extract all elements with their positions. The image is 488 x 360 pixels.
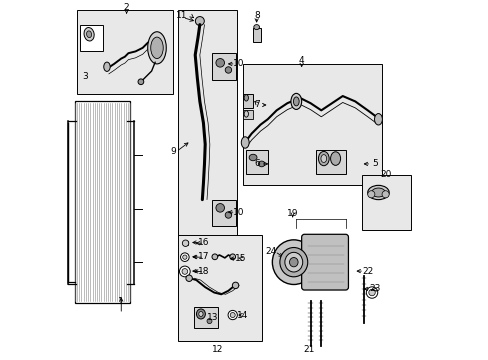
Text: 21: 21 xyxy=(303,345,314,354)
Ellipse shape xyxy=(258,161,264,167)
Bar xyxy=(212,53,235,80)
Text: 8: 8 xyxy=(254,11,259,20)
Text: 22: 22 xyxy=(362,267,373,276)
Ellipse shape xyxy=(241,137,248,148)
Text: 13: 13 xyxy=(206,313,218,322)
Circle shape xyxy=(183,255,186,259)
Ellipse shape xyxy=(232,282,238,289)
Bar xyxy=(178,10,237,237)
Text: 5: 5 xyxy=(371,159,377,168)
Bar xyxy=(212,200,235,226)
Ellipse shape xyxy=(147,32,166,64)
Ellipse shape xyxy=(285,252,302,272)
FancyBboxPatch shape xyxy=(301,234,348,290)
Ellipse shape xyxy=(289,257,298,267)
Text: 17: 17 xyxy=(197,252,209,261)
Text: 23: 23 xyxy=(368,284,380,293)
Text: 10: 10 xyxy=(233,59,244,68)
Text: 18: 18 xyxy=(197,267,209,276)
Circle shape xyxy=(182,269,187,274)
Ellipse shape xyxy=(84,27,94,41)
Bar xyxy=(77,10,173,94)
Bar xyxy=(246,150,267,174)
Text: 6: 6 xyxy=(254,159,259,168)
Text: 15: 15 xyxy=(235,254,246,263)
Text: 16: 16 xyxy=(197,238,209,247)
Ellipse shape xyxy=(374,113,382,125)
Bar xyxy=(75,102,130,303)
Ellipse shape xyxy=(367,185,388,200)
Text: 19: 19 xyxy=(286,210,298,219)
Ellipse shape xyxy=(318,152,328,166)
Ellipse shape xyxy=(212,254,217,260)
Text: 4: 4 xyxy=(298,56,304,65)
Bar xyxy=(80,24,103,51)
Circle shape xyxy=(367,191,374,198)
Text: 1: 1 xyxy=(118,297,124,306)
Ellipse shape xyxy=(206,319,212,324)
Circle shape xyxy=(179,266,190,277)
Ellipse shape xyxy=(253,24,259,30)
Circle shape xyxy=(366,287,377,298)
Ellipse shape xyxy=(195,17,204,26)
Ellipse shape xyxy=(371,188,385,197)
Ellipse shape xyxy=(244,111,248,117)
Bar xyxy=(183,242,188,245)
Text: 24: 24 xyxy=(265,247,276,256)
Ellipse shape xyxy=(225,212,231,218)
Circle shape xyxy=(180,253,189,261)
Ellipse shape xyxy=(182,240,188,247)
Bar xyxy=(194,307,217,328)
Ellipse shape xyxy=(150,37,163,59)
Bar xyxy=(362,175,410,230)
Bar xyxy=(242,64,381,185)
Ellipse shape xyxy=(196,309,205,319)
Text: 9: 9 xyxy=(170,147,176,156)
Text: 3: 3 xyxy=(82,72,88,81)
Bar xyxy=(243,111,253,119)
Circle shape xyxy=(368,289,374,296)
Ellipse shape xyxy=(216,203,224,212)
Ellipse shape xyxy=(138,79,143,85)
Ellipse shape xyxy=(185,275,192,282)
Ellipse shape xyxy=(244,95,248,101)
Text: 20: 20 xyxy=(379,170,390,179)
Text: 11: 11 xyxy=(176,11,187,20)
Bar xyxy=(315,150,346,174)
Ellipse shape xyxy=(290,93,301,109)
Ellipse shape xyxy=(279,248,307,277)
Ellipse shape xyxy=(293,97,299,106)
Text: 10: 10 xyxy=(233,208,244,217)
Circle shape xyxy=(230,312,235,318)
Ellipse shape xyxy=(86,31,91,38)
Ellipse shape xyxy=(198,311,203,316)
Ellipse shape xyxy=(248,154,257,161)
Circle shape xyxy=(381,191,388,198)
Ellipse shape xyxy=(320,155,326,162)
Ellipse shape xyxy=(225,67,231,73)
Ellipse shape xyxy=(216,59,224,67)
Bar xyxy=(252,28,260,42)
Ellipse shape xyxy=(103,62,110,71)
Text: 7: 7 xyxy=(254,100,259,109)
Bar xyxy=(243,94,253,108)
Text: 2: 2 xyxy=(123,3,129,12)
Bar xyxy=(178,235,262,341)
Ellipse shape xyxy=(229,254,235,260)
Circle shape xyxy=(227,310,237,320)
Ellipse shape xyxy=(272,240,315,284)
Text: 12: 12 xyxy=(212,345,223,354)
Ellipse shape xyxy=(330,152,340,165)
Text: 14: 14 xyxy=(237,311,248,320)
